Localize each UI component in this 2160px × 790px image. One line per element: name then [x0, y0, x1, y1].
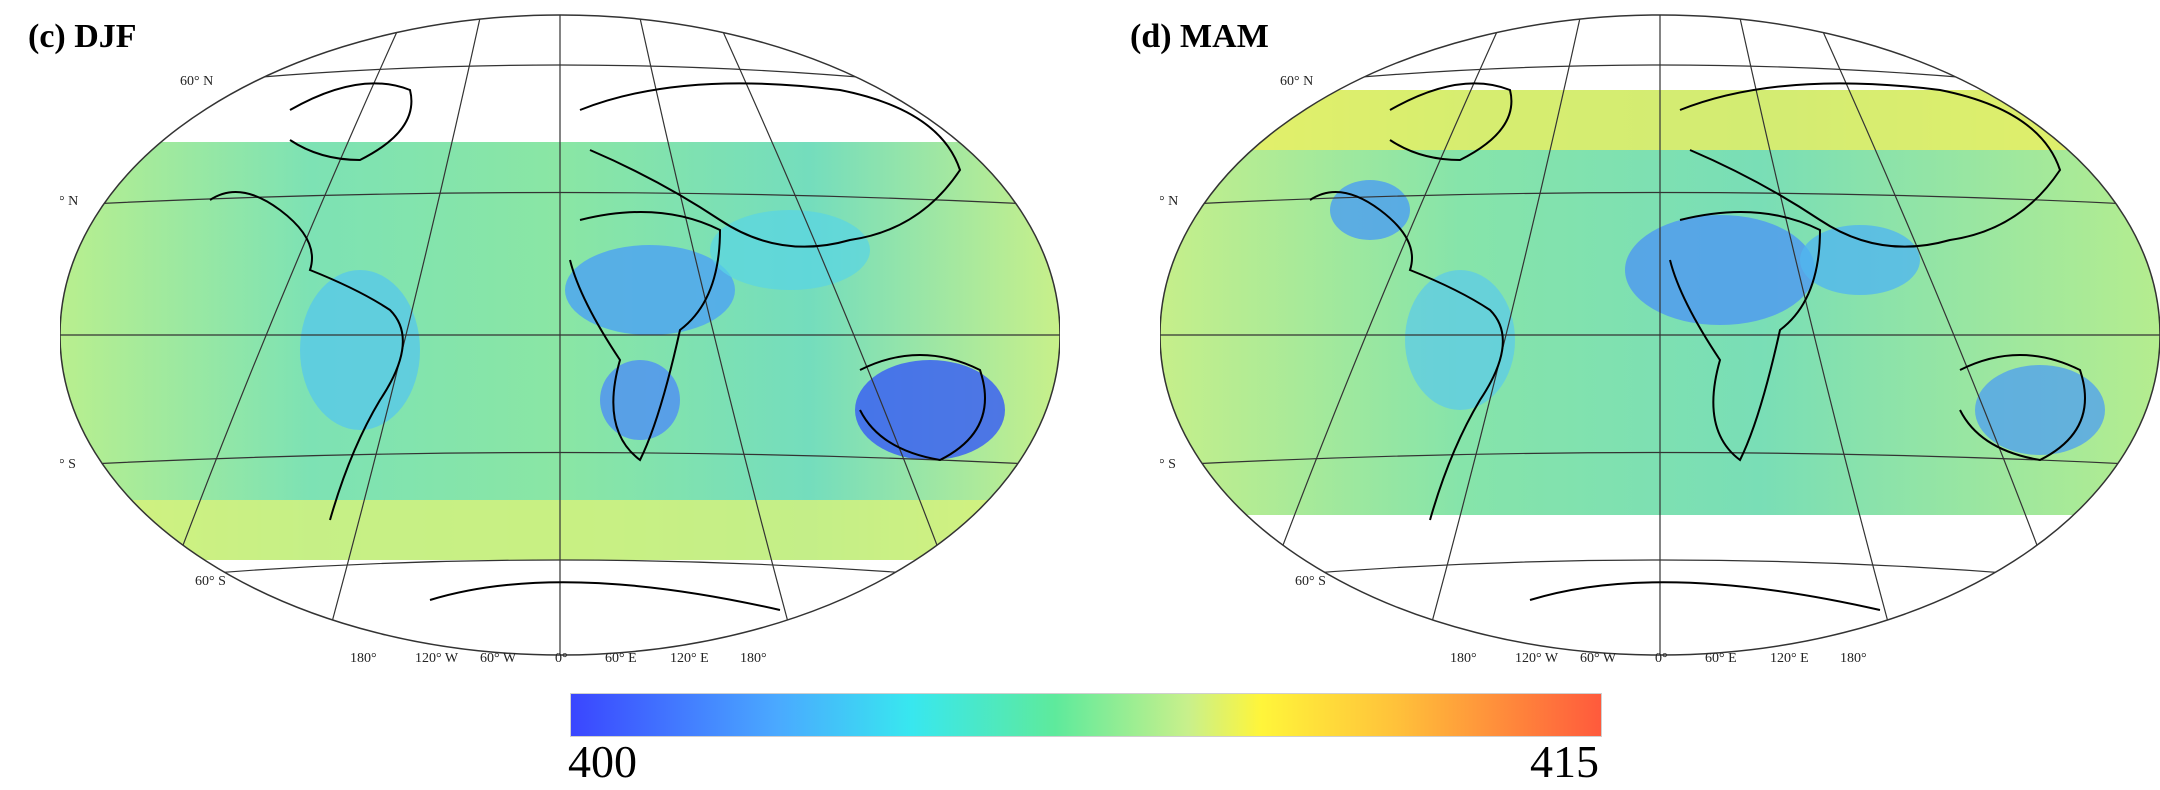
coastlines	[1309, 82, 2086, 611]
colorbar	[570, 693, 1602, 737]
india-low-region	[1800, 225, 1920, 295]
lon-label-180w: 180°	[350, 651, 377, 666]
colorbar-max-label: 415	[1530, 736, 1599, 787]
lat-label-60n: 60° N	[1280, 74, 1313, 89]
mexico-low-region	[1330, 180, 1410, 240]
australia-low-region	[855, 360, 1005, 460]
lon-label-60e: 60° E	[1705, 651, 1737, 666]
lon-label-60e: 60° E	[605, 651, 637, 666]
map-mam: 60° N 30° N 0° 30° S 60° S 180° 120° W 6…	[1160, 14, 2160, 666]
lon-label-60w: 60° W	[480, 651, 517, 666]
lon-label-60w: 60° W	[1580, 651, 1617, 666]
lon-label-0: 0°	[555, 651, 568, 666]
australia-region	[1975, 365, 2105, 455]
lon-label-180e: 180°	[740, 651, 767, 666]
lat-label-30n: 30° N	[1160, 194, 1178, 209]
lat-label-60n: 60° N	[180, 74, 213, 89]
lon-label-120e: 120° E	[1770, 651, 1809, 666]
lat-label-60s: 60° S	[1295, 574, 1326, 589]
africa-low-region	[1625, 215, 1815, 325]
graticule	[1160, 15, 2160, 655]
map-djf: 60° N 30° N 0° 30° S 60° S 180° 120° W 6…	[60, 14, 1060, 666]
lon-label-180e: 180°	[1840, 651, 1867, 666]
colorbar-min-label: 400	[568, 736, 637, 787]
coastlines	[209, 82, 986, 611]
lon-label-0: 0°	[1655, 651, 1668, 666]
panel-title-djf: (c) DJF	[28, 18, 137, 55]
lon-label-120w: 120° W	[415, 651, 459, 666]
south-america-region	[1405, 270, 1515, 410]
lat-label-30s: 30° S	[1160, 457, 1176, 472]
lon-label-120e: 120° E	[670, 651, 709, 666]
southern-africa-low-region	[600, 360, 680, 440]
lon-label-120w: 120° W	[1515, 651, 1559, 666]
asia-region	[710, 210, 870, 290]
lat-label-60s: 60° S	[195, 574, 226, 589]
lat-label-30s: 30° S	[60, 457, 76, 472]
panel-title-mam: (d) MAM	[1130, 18, 1269, 55]
lat-label-30n: 30° N	[60, 194, 78, 209]
lon-label-180w: 180°	[1450, 651, 1477, 666]
africa-low-region	[565, 245, 735, 335]
